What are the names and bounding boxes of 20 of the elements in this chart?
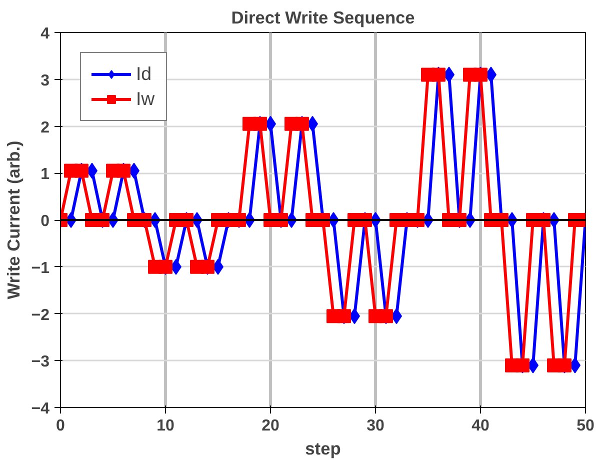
x-tick-label: 0 xyxy=(56,418,66,434)
x-tick-label: 10 xyxy=(156,418,174,434)
y-tick-label: 3 xyxy=(40,72,50,90)
x-tick-label: 50 xyxy=(576,418,594,434)
x-tick-label: 30 xyxy=(366,418,384,434)
x-axis-title: step xyxy=(305,438,341,458)
y-tick-label: 1 xyxy=(40,166,50,184)
y-tick-label: −4 xyxy=(31,400,50,418)
y-tick-label: 0 xyxy=(40,213,50,230)
y-tick-label: −1 xyxy=(31,260,50,277)
x-tick-label: 20 xyxy=(262,418,280,434)
legend-label: Id xyxy=(136,63,153,85)
y-tick-label: −2 xyxy=(31,306,50,324)
y-tick-label: 4 xyxy=(40,26,50,42)
legend-label: Iw xyxy=(136,88,156,110)
y-tick-label: 2 xyxy=(40,119,50,136)
y-tick-label: −3 xyxy=(31,354,50,371)
chart-title: Direct Write Sequence xyxy=(231,8,416,28)
y-axis-title: Write Current (arb.) xyxy=(3,140,24,300)
x-tick-label: 40 xyxy=(472,418,490,434)
